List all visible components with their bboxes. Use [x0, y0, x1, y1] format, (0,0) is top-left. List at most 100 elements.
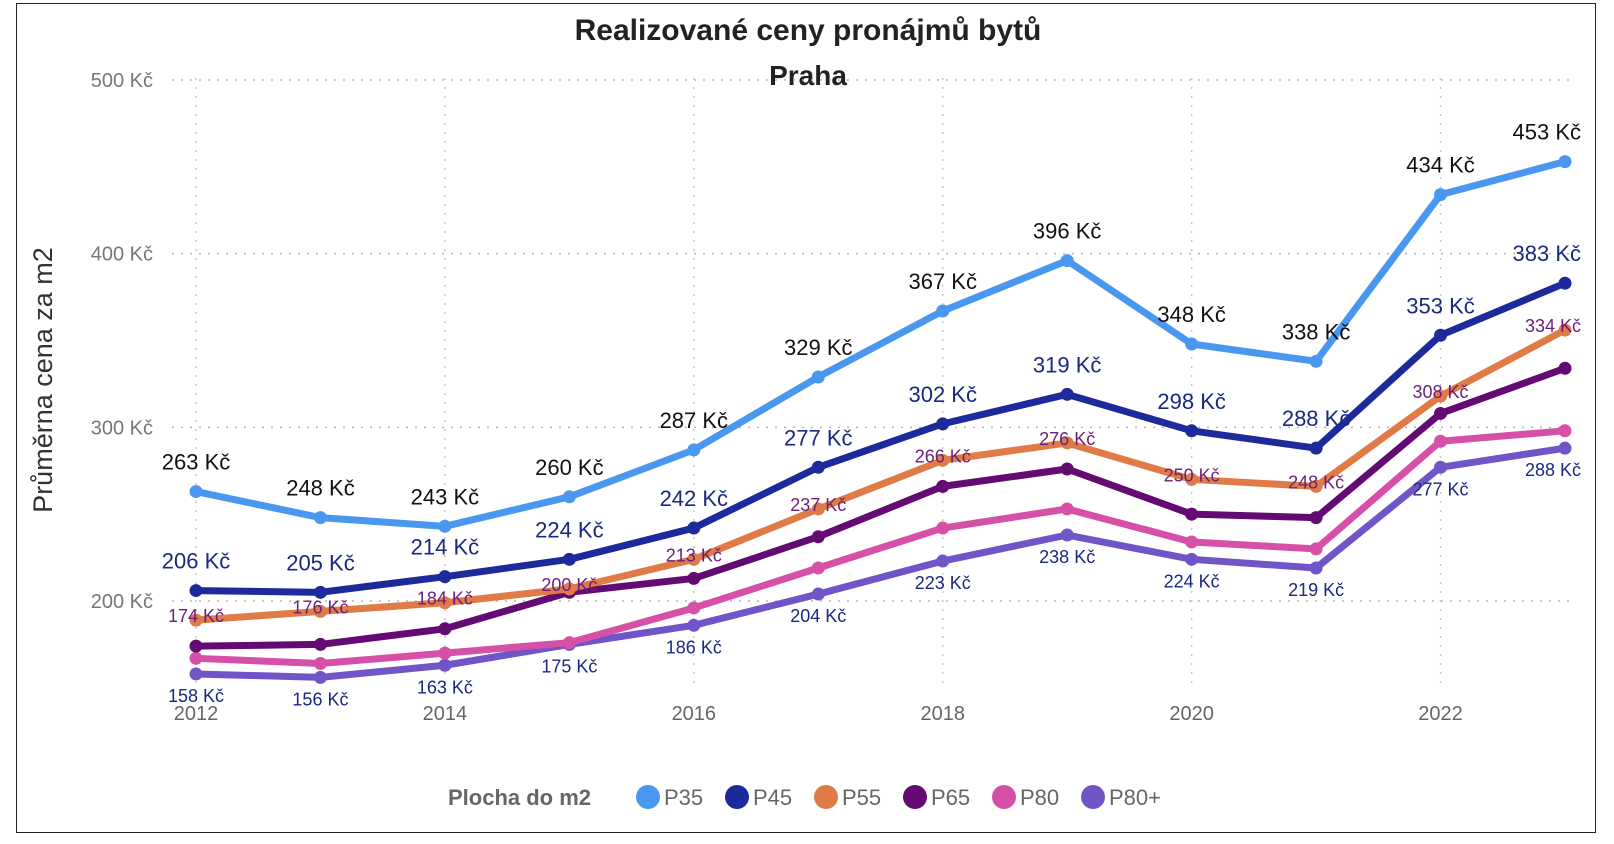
data-point — [1060, 502, 1074, 516]
data-label: 329 Kč — [784, 335, 853, 360]
series-line-p55 — [192, 326, 1569, 624]
data-point — [313, 637, 327, 651]
data-point — [1185, 535, 1199, 549]
data-point — [1434, 406, 1448, 420]
data-label: 277 Kč — [1413, 479, 1469, 499]
legend-marker — [814, 785, 838, 809]
legend-marker — [725, 785, 749, 809]
data-point — [438, 622, 452, 636]
data-point — [1185, 507, 1199, 521]
series-group — [189, 155, 1572, 684]
data-label: 338 Kč — [1282, 319, 1351, 344]
data-label: 434 Kč — [1406, 153, 1475, 178]
data-point — [189, 667, 203, 681]
y-tick-label: 400 Kč — [91, 244, 153, 266]
data-label: 266 Kč — [915, 446, 971, 466]
data-point — [1558, 276, 1572, 290]
data-label: 175 Kč — [541, 656, 597, 676]
data-point — [936, 479, 950, 493]
data-label: 238 Kč — [1039, 547, 1095, 567]
data-label: 260 Kč — [535, 455, 604, 480]
data-point — [687, 571, 701, 585]
series-line-p80 — [192, 427, 1569, 668]
data-point — [1309, 441, 1323, 455]
x-tick-label: 2014 — [423, 703, 468, 725]
data-label: 319 Kč — [1033, 352, 1102, 377]
x-tick-label: 2016 — [672, 703, 717, 725]
data-point — [313, 670, 327, 684]
legend-marker — [903, 785, 927, 809]
data-point — [1060, 462, 1074, 476]
data-label: 214 Kč — [411, 535, 480, 560]
legend: Plocha do m2 P35 P45 P55 P65 P80 P80+ — [448, 785, 1161, 810]
data-point — [1060, 528, 1074, 542]
y-axis-label: Průměrna cena za m2 — [28, 247, 58, 513]
series-line-p65 — [192, 364, 1569, 650]
data-label: 205 Kč — [286, 550, 355, 575]
data-label: 276 Kč — [1039, 429, 1095, 449]
data-point — [1558, 424, 1572, 438]
y-tick-label: 500 Kč — [91, 70, 153, 92]
y-tick-label: 300 Kč — [91, 417, 153, 439]
data-point — [189, 584, 203, 598]
data-label: 224 Kč — [535, 517, 604, 542]
data-point — [313, 585, 327, 599]
data-label: 263 Kč — [162, 450, 231, 475]
data-point — [562, 582, 576, 596]
data-point — [811, 530, 825, 544]
data-point — [438, 519, 452, 533]
data-point — [811, 370, 825, 384]
data-point — [936, 453, 950, 467]
legend-marker — [992, 785, 1016, 809]
data-point — [562, 636, 576, 650]
legend-title: Plocha do m2 — [448, 785, 591, 810]
data-label: 367 Kč — [908, 269, 977, 294]
data-point — [687, 443, 701, 457]
data-label: 224 Kč — [1164, 571, 1220, 591]
data-label: 383 Kč — [1513, 241, 1582, 266]
data-point — [1309, 561, 1323, 575]
y-axis-ticks: 200 Kč 300 Kč 400 Kč 500 Kč — [91, 70, 153, 613]
legend-label: P80 — [1020, 785, 1059, 810]
data-point — [1434, 389, 1448, 403]
x-axis-ticks: 2012 2014 2016 2018 2020 2022 — [174, 703, 1463, 725]
data-label: 176 Kč — [292, 597, 348, 617]
legend-label: P35 — [664, 785, 703, 810]
y-tick-label: 200 Kč — [91, 591, 153, 613]
x-tick-label: 2012 — [174, 703, 219, 725]
data-point — [562, 490, 576, 504]
data-point — [1309, 354, 1323, 368]
data-point — [811, 561, 825, 575]
data-label: 288 Kč — [1525, 460, 1581, 480]
data-point — [1185, 472, 1199, 486]
data-label: 248 Kč — [286, 476, 355, 501]
legend-label: P65 — [931, 785, 970, 810]
data-label: 158 Kč — [168, 686, 224, 706]
data-label: 277 Kč — [784, 425, 853, 450]
data-label: 156 Kč — [292, 689, 348, 709]
data-point — [811, 587, 825, 601]
data-point — [562, 552, 576, 566]
data-point — [687, 552, 701, 566]
data-labels: 263 Kč 248 Kč 243 Kč 260 Kč 287 Kč 329 Kč 367 … — [162, 120, 1581, 710]
data-point — [438, 646, 452, 660]
data-point — [313, 657, 327, 671]
data-point — [936, 554, 950, 568]
series-line-p45 — [192, 279, 1569, 596]
data-label: 453 Kč — [1513, 120, 1582, 145]
data-label: 298 Kč — [1157, 389, 1226, 414]
data-label: 243 Kč — [411, 484, 480, 509]
data-point — [1060, 387, 1074, 401]
data-point — [936, 521, 950, 535]
legend-label: P80+ — [1109, 785, 1161, 810]
data-label: 223 Kč — [915, 573, 971, 593]
legend-label: P55 — [842, 785, 881, 810]
data-point — [687, 618, 701, 632]
grid — [172, 78, 1575, 688]
data-point — [1558, 361, 1572, 375]
data-point — [687, 521, 701, 535]
data-point — [1309, 511, 1323, 525]
series-line-p35 — [192, 158, 1569, 530]
chart-frame — [16, 3, 1596, 833]
